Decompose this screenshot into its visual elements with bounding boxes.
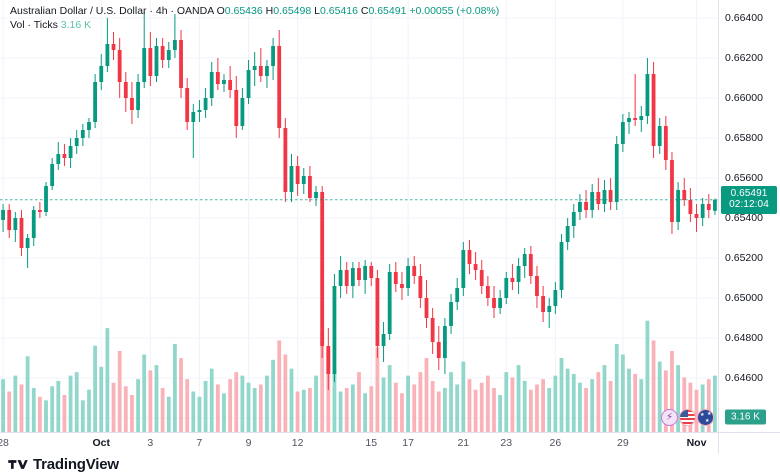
time-axis-label: 28 bbox=[0, 437, 9, 449]
volume-badge[interactable]: 3.16 K bbox=[725, 409, 766, 425]
price-axis-tick: 0.66400 bbox=[725, 12, 763, 24]
time-axis-label: 26 bbox=[549, 437, 562, 449]
au-star-icon: ★ bbox=[707, 411, 712, 417]
candlestick-series bbox=[1, 12, 717, 390]
low-key: L bbox=[314, 5, 320, 17]
low-value: 0.65416 bbox=[319, 5, 358, 17]
countdown-timer: 02:12:04 bbox=[729, 199, 769, 211]
time-axis-label: 29 bbox=[617, 437, 629, 449]
last-price-value: 0.65491 bbox=[730, 187, 768, 199]
high-key: H bbox=[265, 5, 274, 17]
price-axis-tick: 0.64800 bbox=[725, 332, 763, 344]
time-axis-label: 9 bbox=[245, 437, 252, 449]
time-axis-label: Nov bbox=[686, 437, 707, 449]
last-price-badge[interactable]: 0.65491 02:12:04 bbox=[721, 185, 777, 214]
price-axis-tick: 0.65400 bbox=[725, 212, 763, 224]
high-value: 0.65498 bbox=[273, 5, 312, 17]
time-axis-label: 3 bbox=[147, 437, 154, 449]
volume-value: 3.16 K bbox=[60, 19, 92, 32]
price-axis-tick: 0.65800 bbox=[725, 132, 763, 144]
time-axis-label: 15 bbox=[365, 437, 378, 449]
volume-series bbox=[1, 320, 717, 432]
open-value: 0.65436 bbox=[224, 5, 263, 17]
lightning-badge[interactable]: ⚡ bbox=[661, 409, 678, 426]
price-axis-tick: 0.64600 bbox=[725, 372, 763, 384]
time-axis-label: Oct bbox=[92, 437, 111, 449]
time-axis[interactable]: 28 Oct 3 7 9 12 15 17 21 23 26 29 Nov bbox=[0, 432, 718, 454]
time-axis-label: 17 bbox=[402, 437, 414, 449]
open-key: O bbox=[216, 5, 225, 17]
symbol-title[interactable]: Australian Dollar / U.S. Dollar · 4h · O… bbox=[10, 5, 214, 17]
time-axis-label: 21 bbox=[457, 437, 470, 449]
change-value: +0.00055 (+0.08%) bbox=[409, 5, 500, 17]
price-axis-tick: 0.66200 bbox=[725, 52, 763, 64]
legend-symbol-row[interactable]: Australian Dollar / U.S. Dollar · 4h · O… bbox=[10, 4, 499, 18]
close-key: C bbox=[360, 5, 369, 17]
volume-label: Vol · Ticks bbox=[10, 19, 58, 32]
au-star-icon: ★ bbox=[705, 418, 710, 424]
close-value: 0.65491 bbox=[368, 5, 407, 17]
us-flag-badge[interactable] bbox=[679, 409, 696, 426]
au-flag-badge[interactable]: ★ ★ ★ bbox=[697, 409, 714, 426]
tradingview-logo[interactable]: TradingView bbox=[8, 456, 119, 473]
session-badges: ⚡ ★ ★ ★ bbox=[661, 409, 714, 426]
price-axis-tick: 0.65000 bbox=[725, 292, 763, 304]
tradingview-wordmark: TradingView bbox=[33, 456, 119, 473]
price-axis-tick: 0.65200 bbox=[725, 252, 763, 264]
time-axis-label: 7 bbox=[196, 437, 203, 449]
legend-volume-row[interactable]: Vol · Ticks 3.16 K bbox=[10, 18, 499, 32]
price-chart-canvas[interactable] bbox=[0, 0, 718, 432]
au-star-icon: ★ bbox=[700, 412, 705, 418]
time-axis-label: 23 bbox=[500, 437, 513, 449]
price-axis[interactable]: 0.66400 0.66200 0.66000 0.65800 0.65600 0.654… bbox=[718, 0, 780, 432]
tradingview-mark-icon bbox=[8, 460, 28, 469]
price-axis-tick: 0.65600 bbox=[725, 172, 763, 184]
price-axis-tick: 0.66000 bbox=[725, 92, 763, 104]
chart-legend: Australian Dollar / U.S. Dollar · 4h · O… bbox=[10, 4, 499, 32]
time-axis-label: 12 bbox=[291, 437, 304, 449]
axis-corner bbox=[718, 432, 780, 454]
us-flag-canton bbox=[680, 410, 688, 417]
lightning-icon: ⚡ bbox=[665, 411, 674, 423]
